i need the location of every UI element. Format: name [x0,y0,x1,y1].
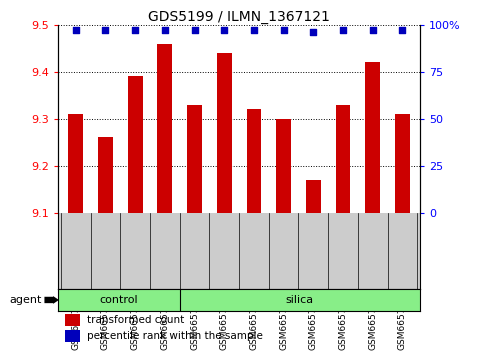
Point [339,28,347,33]
Point [398,28,406,33]
Point [131,28,139,33]
Bar [157,44,172,212]
Bar [69,114,83,212]
Bar [246,109,261,212]
Text: agent: agent [10,295,42,305]
Bar [276,119,291,212]
Bar [65,331,80,342]
Text: percentile rank within the sample: percentile rank within the sample [87,331,263,341]
Bar [65,314,80,326]
Bar [395,114,410,212]
Text: control: control [99,295,138,305]
Bar [217,53,232,212]
Point [191,28,199,33]
Point [369,28,377,33]
Point [280,28,287,33]
Bar [336,104,351,212]
Bar [187,104,202,212]
Bar [98,137,113,212]
Point [310,29,317,35]
Text: silica: silica [286,295,314,305]
Bar [306,180,321,212]
Point [161,28,169,33]
Bar [365,62,380,212]
Point [101,28,109,33]
Title: GDS5199 / ILMN_1367121: GDS5199 / ILMN_1367121 [148,10,330,24]
Bar [128,76,142,212]
Point [220,28,228,33]
Point [250,28,258,33]
Text: transformed count: transformed count [87,315,184,325]
Point [72,28,80,33]
